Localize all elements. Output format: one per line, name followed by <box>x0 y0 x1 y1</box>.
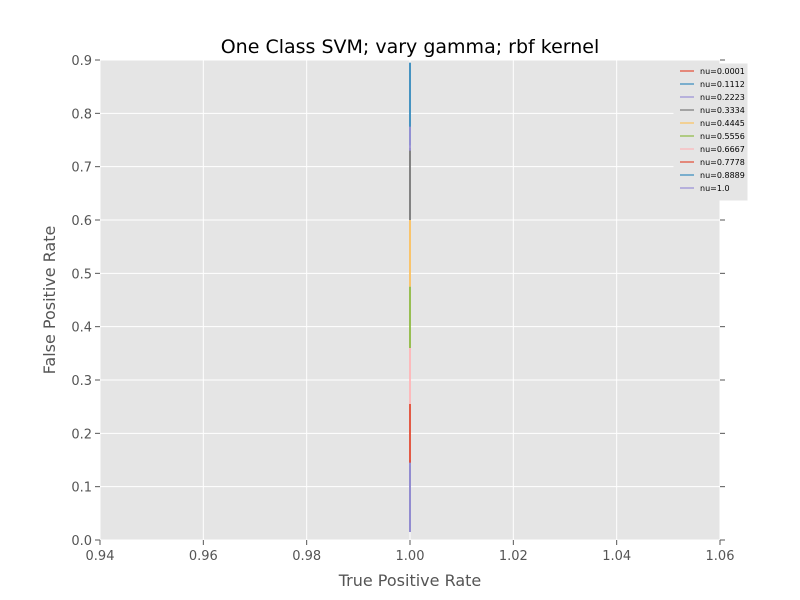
legend-entry: nu=0.8889 <box>700 171 745 180</box>
y-tick-label: 0.7 <box>71 161 92 176</box>
legend-entry: nu=1.0 <box>700 184 730 193</box>
y-tick-label: 0.9 <box>71 54 92 69</box>
y-tick-label: 0.6 <box>71 214 92 229</box>
legend-entry: nu=0.0001 <box>700 67 745 76</box>
y-tick-label: 0.5 <box>71 267 92 282</box>
legend: nu=0.0001 nu=0.1112 nu=0.2223 nu=0.3334 nu=0… <box>673 63 748 201</box>
x-tick-label: 0.96 <box>189 549 218 564</box>
y-tick-label: 0.8 <box>71 107 92 122</box>
legend-entry: nu=0.3334 <box>700 106 745 115</box>
legend-box <box>673 63 748 201</box>
legend-entry: nu=0.1112 <box>700 80 745 89</box>
x-tick-label: 0.94 <box>86 549 115 564</box>
y-axis-label: False Positive Rate <box>40 226 59 375</box>
x-tick-label: 0.98 <box>292 549 321 564</box>
legend-entry: nu=0.6667 <box>700 145 745 154</box>
legend-entry: nu=0.4445 <box>700 119 745 128</box>
y-tick-label: 0.3 <box>71 374 92 389</box>
y-tick-label: 0.2 <box>71 427 92 442</box>
legend-entry: nu=0.5556 <box>700 132 745 141</box>
y-tick-label: 0.4 <box>71 321 92 336</box>
x-tick-label: 1.00 <box>396 549 425 564</box>
x-tick-label: 1.04 <box>602 549 631 564</box>
y-tick-label: 0.0 <box>71 534 92 549</box>
ticks: 0.94 0.96 0.98 1.00 1.02 1.04 1.06 0.0 0.1 0.2 0.3… <box>71 54 734 564</box>
legend-entry: nu=0.2223 <box>700 93 745 102</box>
y-tick-label: 0.1 <box>71 481 92 496</box>
legend-entry: nu=0.7778 <box>700 158 745 167</box>
x-axis-label: True Positive Rate <box>338 571 482 590</box>
chart-title: One Class SVM; vary gamma; rbf kernel <box>221 36 600 58</box>
x-tick-label: 1.06 <box>706 549 735 564</box>
x-tick-label: 1.02 <box>499 549 528 564</box>
